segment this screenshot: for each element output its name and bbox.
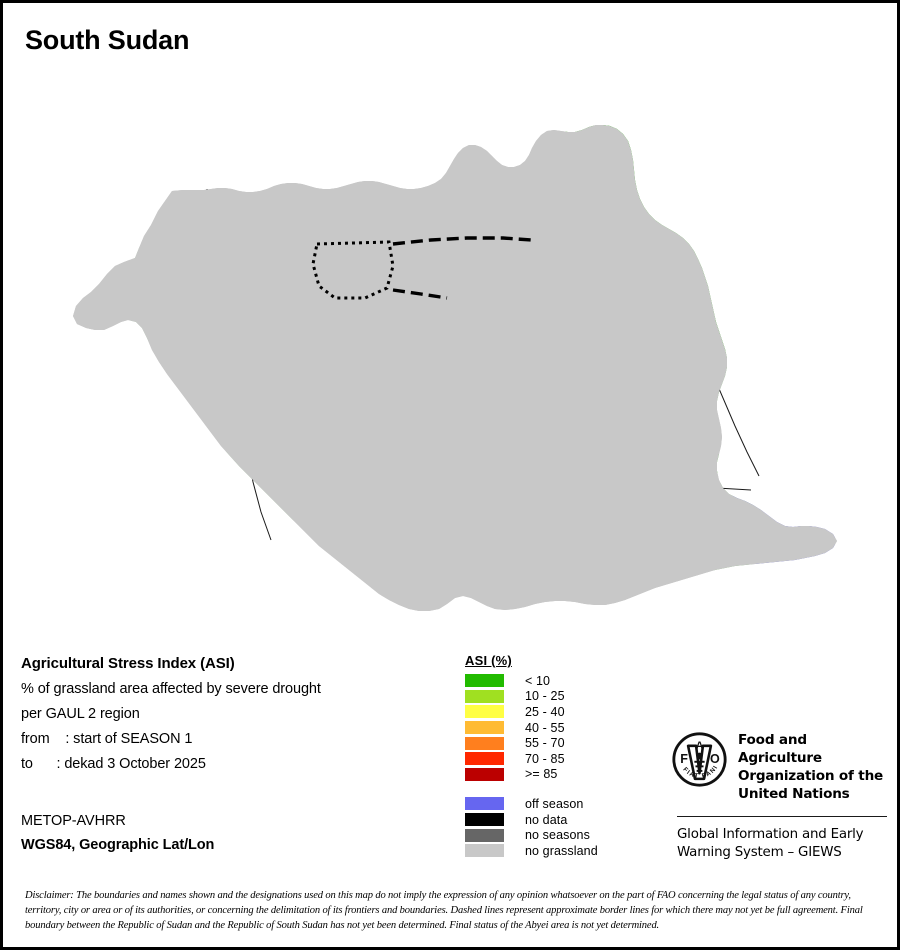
legend-item-10-25[interactable]: 10 - 25 [465, 689, 665, 705]
legend-swatch [465, 752, 504, 766]
legend-item-no-data[interactable]: no data [465, 812, 665, 828]
legend-label: 40 - 55 [525, 720, 565, 735]
legend-label: no grassland [525, 843, 598, 858]
info-line-1: % of grassland area affected by severe d… [21, 681, 321, 697]
legend-swatch [465, 689, 504, 703]
legend-label: 10 - 25 [525, 689, 565, 704]
abyei-disputed-area [311, 240, 395, 300]
info-line-from: from : start of SEASON 1 [21, 731, 193, 747]
svg-text:A: A [696, 740, 704, 752]
legend-item-lt10[interactable]: < 10 [465, 673, 665, 689]
legend-label: < 10 [525, 673, 551, 688]
legend-item-no-seasons[interactable]: no seasons [465, 827, 665, 843]
legend-label: no seasons [525, 828, 590, 843]
legend-swatch [465, 767, 504, 781]
projection-label: WGS84, Geographic Lat/Lon [21, 837, 215, 853]
legend-label: >= 85 [525, 767, 558, 782]
fao-branding-block: F A O FIAT PANIS Food and Agriculture Or… [671, 731, 893, 862]
legend-swatch [465, 674, 504, 688]
legend-item-no-grassland[interactable]: no grassland [465, 843, 665, 859]
info-line-2: per GAUL 2 region [21, 706, 140, 722]
legend-spacer [465, 782, 665, 796]
map-source-block: METOP-AVHRR WGS84, Geographic Lat/Lon [21, 813, 451, 861]
info-heading: Agricultural Stress Index (ASI) [21, 655, 235, 672]
map-legend: ASI (%) < 10 10 - 25 25 - 40 40 - 55 55 … [465, 653, 665, 859]
legend-item-55-70[interactable]: 55 - 70 [465, 735, 665, 751]
legend-label: 55 - 70 [525, 736, 565, 751]
legend-label: 70 - 85 [525, 751, 565, 766]
legend-item-off-season[interactable]: off season [465, 796, 665, 812]
legend-item-40-55[interactable]: 40 - 55 [465, 720, 665, 736]
legend-swatch [465, 721, 504, 735]
map-canvas[interactable] [11, 58, 895, 648]
fao-divider [677, 815, 887, 817]
south-sudan-choropleth-map[interactable] [11, 58, 895, 648]
national-boundary [71, 123, 839, 613]
legend-swatch [465, 705, 504, 719]
legend-title: ASI (%) [465, 653, 512, 668]
page-title: South Sudan [25, 25, 190, 55]
info-line-to: to : dekad 3 October 2025 [21, 756, 206, 772]
legend-label: off season [525, 796, 584, 811]
legend-item-gte85[interactable]: >= 85 [465, 767, 665, 783]
legend-label: no data [525, 812, 568, 827]
svg-text:O: O [710, 752, 720, 766]
legend-swatch [465, 828, 504, 842]
legend-item-70-85[interactable]: 70 - 85 [465, 751, 665, 767]
legend-swatch [465, 844, 504, 858]
sensor-label: METOP-AVHRR [21, 813, 126, 829]
approximate-border-dashed [392, 236, 532, 300]
map-disclaimer: Disclaimer: The boundaries and names sho… [25, 889, 863, 932]
map-info-block: Agricultural Stress Index (ASI) % of gra… [21, 655, 451, 781]
legend-swatch [465, 736, 504, 750]
giews-subtitle: Global Information and Early Warning Sys… [677, 826, 864, 860]
svg-text:F: F [680, 752, 688, 766]
fao-organization-name: Food and Agriculture Organization of the… [738, 732, 884, 802]
fao-logo-icon: F A O FIAT PANIS [671, 731, 727, 787]
legend-swatch [465, 797, 504, 811]
legend-label: 25 - 40 [525, 704, 565, 719]
legend-swatch [465, 813, 504, 827]
legend-item-25-40[interactable]: 25 - 40 [465, 704, 665, 720]
